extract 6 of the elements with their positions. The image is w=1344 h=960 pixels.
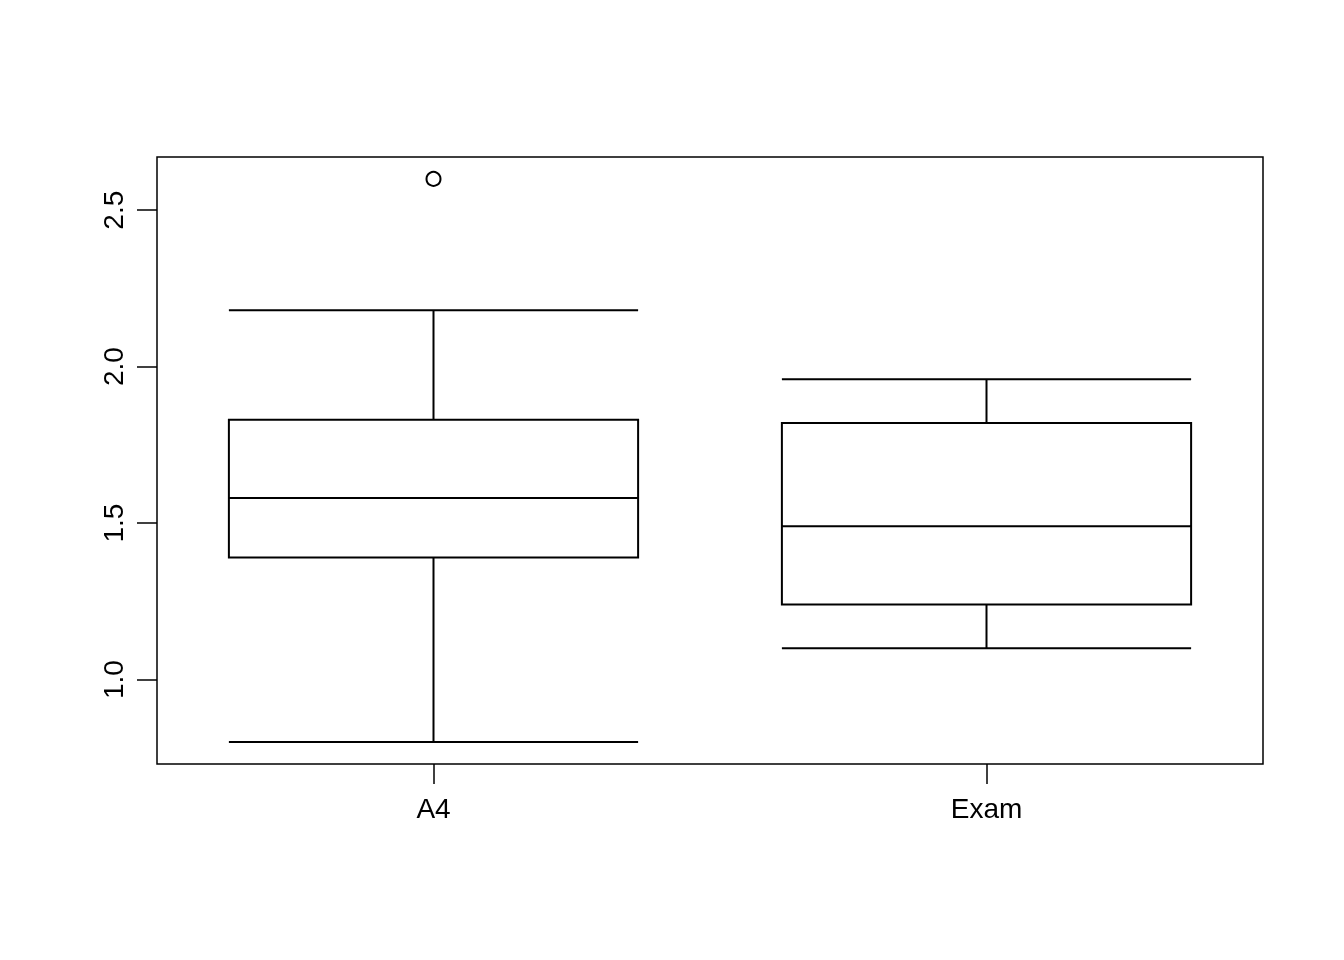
x-tick-label: A4 (416, 792, 451, 824)
y-tick-label: 1.5 (97, 503, 129, 543)
y-tick-label: 2.5 (97, 190, 129, 230)
y-tick-label: 1.0 (97, 660, 129, 699)
x-tick-label: Exam (950, 792, 1023, 824)
y-tick-label: 2.0 (97, 347, 129, 387)
